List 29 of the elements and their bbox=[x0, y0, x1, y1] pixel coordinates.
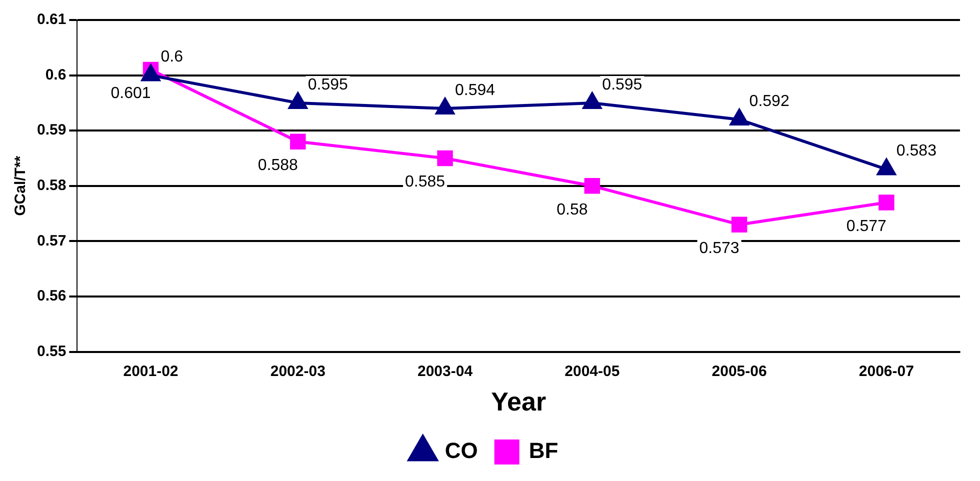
data-label: 0.588 bbox=[258, 157, 298, 174]
data-label: 0.6 bbox=[160, 48, 184, 66]
y-tick-label: 0.56 bbox=[36, 288, 66, 305]
data-label: 0.592 bbox=[749, 92, 790, 110]
data-label: 0.595 bbox=[602, 76, 642, 94]
legend-label: CO bbox=[444, 438, 478, 464]
x-tick-label: 2001-02 bbox=[123, 362, 178, 380]
y-tick-label: 0.57 bbox=[36, 232, 66, 250]
x-tick-label: 2006-07 bbox=[858, 362, 914, 380]
data-label: 0.601 bbox=[110, 85, 151, 102]
data-label: 0.577 bbox=[846, 218, 887, 235]
y-tick-label: 0.58 bbox=[36, 177, 66, 194]
x-tick-label: 2005-06 bbox=[712, 362, 767, 380]
legend-label: BF bbox=[528, 438, 558, 464]
x-tick-label: 2002-03 bbox=[270, 362, 326, 380]
y-tick-label: 0.59 bbox=[36, 122, 66, 139]
data-label: 0.573 bbox=[699, 240, 740, 258]
data-label: 0.583 bbox=[896, 142, 937, 160]
y-axis-title: GCal/T** bbox=[12, 156, 30, 216]
data-label: 0.594 bbox=[455, 82, 496, 99]
data-label: 0.585 bbox=[405, 174, 446, 191]
x-tick-label: 2004-05 bbox=[564, 362, 620, 380]
y-tick-label: 0.6 bbox=[45, 66, 66, 84]
y-tick-label: 0.61 bbox=[36, 11, 66, 28]
data-label: 0.58 bbox=[556, 201, 588, 218]
y-tick-label: 0.55 bbox=[36, 342, 66, 360]
data-label: 0.595 bbox=[308, 76, 348, 94]
x-tick-label: 2003-04 bbox=[418, 362, 474, 380]
x-axis-title: Year bbox=[491, 386, 546, 417]
